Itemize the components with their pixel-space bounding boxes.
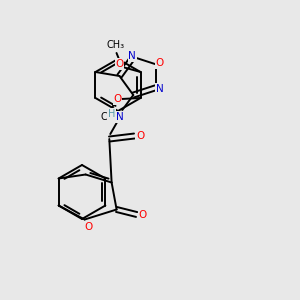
Text: CH₃: CH₃ bbox=[100, 112, 118, 122]
Text: N: N bbox=[156, 84, 164, 94]
Text: N: N bbox=[128, 51, 136, 61]
Text: O: O bbox=[113, 94, 122, 104]
Text: CH₃: CH₃ bbox=[106, 40, 124, 50]
Text: O: O bbox=[85, 223, 93, 232]
Text: O: O bbox=[139, 209, 147, 220]
Text: O: O bbox=[136, 131, 144, 141]
Text: O: O bbox=[155, 58, 164, 68]
Text: N: N bbox=[116, 112, 124, 122]
Text: O: O bbox=[116, 59, 124, 69]
Text: H: H bbox=[108, 109, 115, 119]
